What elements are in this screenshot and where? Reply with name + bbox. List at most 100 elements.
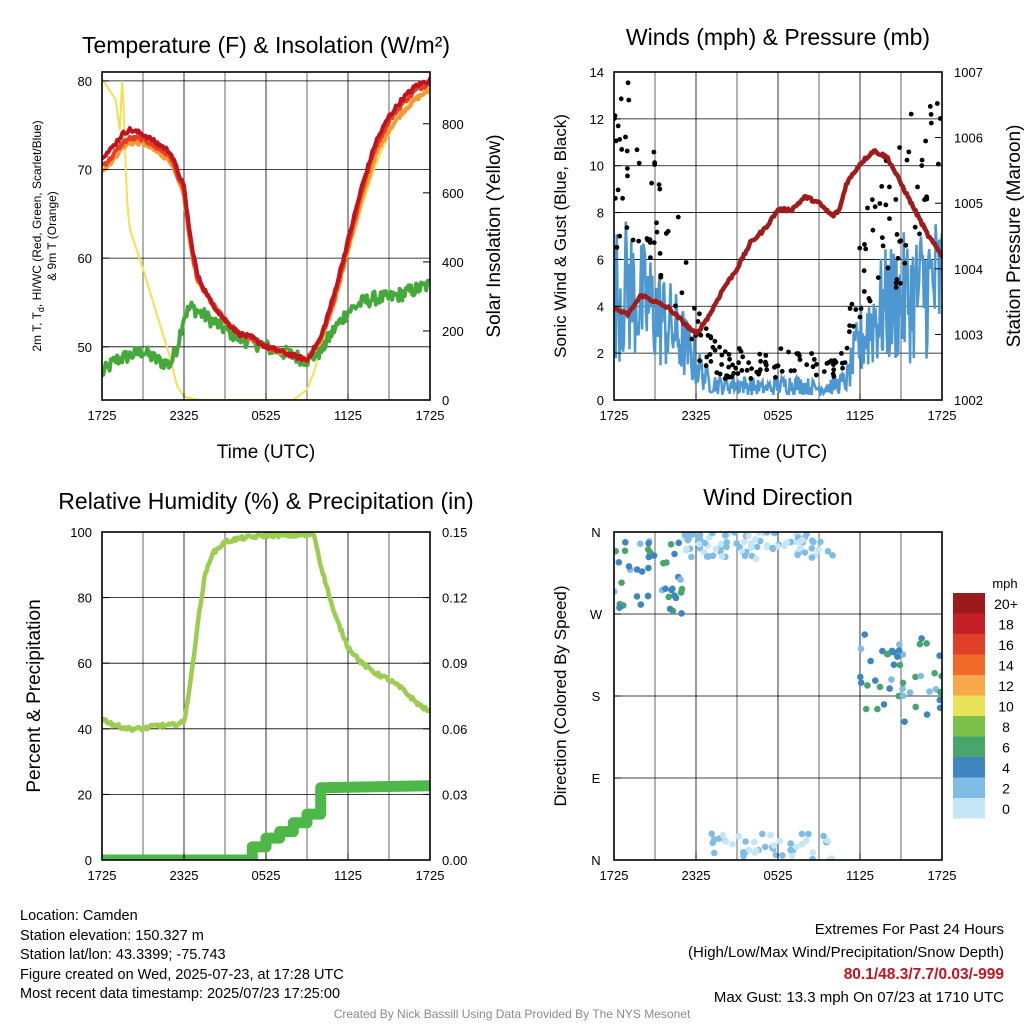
direction-point xyxy=(718,553,726,560)
gust-point xyxy=(636,160,642,166)
colorbar-label: 10 xyxy=(998,699,1014,715)
speed-colorbar: mph 20+ 18 16 14 12 10 8 6 4 2 0 xyxy=(953,576,1018,819)
direction-point xyxy=(750,838,758,846)
colorbar-label: 20+ xyxy=(994,596,1018,612)
direction-point xyxy=(857,679,865,686)
gust-point xyxy=(649,180,654,186)
gust-point xyxy=(894,232,900,237)
direction-point xyxy=(745,532,752,540)
gust-point xyxy=(614,245,620,250)
direction-tick-label: S xyxy=(592,689,601,704)
direction-point xyxy=(936,696,942,704)
colorbar-swatch xyxy=(953,654,985,675)
gust-point xyxy=(928,112,934,117)
colorbar-swatch xyxy=(953,736,985,757)
rh-y-label: Percent & Precipitation xyxy=(24,599,45,792)
colorbar-label: 6 xyxy=(1002,740,1010,756)
y-tick-label: 4 xyxy=(597,299,604,314)
gust-point xyxy=(844,345,850,351)
direction-point xyxy=(824,548,832,555)
gust-point xyxy=(893,285,899,290)
temp-y2-label: Solar Insolation (Yellow) xyxy=(484,134,505,337)
direction-point xyxy=(880,701,888,708)
gust-point xyxy=(858,306,864,311)
x-tick-label: 1725 xyxy=(88,868,117,883)
gust-point xyxy=(851,323,856,329)
gust-point xyxy=(862,242,867,247)
x-tick-label: 1725 xyxy=(416,408,445,423)
gust-point xyxy=(879,235,885,241)
gust-point xyxy=(840,365,845,371)
direction-point xyxy=(824,837,831,844)
gust-point xyxy=(738,349,744,354)
direction-point xyxy=(916,640,924,648)
direction-point xyxy=(709,532,716,537)
gust-point xyxy=(630,237,636,243)
direction-point xyxy=(717,540,725,548)
gust-point xyxy=(772,364,777,370)
direction-point xyxy=(779,852,786,859)
rh-panel-title: Relative Humidity (%) & Precipitation (i… xyxy=(58,488,473,514)
gust-point xyxy=(749,366,754,371)
direction-point xyxy=(637,540,644,548)
colorbar-label: 12 xyxy=(998,678,1014,694)
y-tick-label: 50 xyxy=(78,340,92,355)
direction-point xyxy=(861,631,868,638)
gust-point xyxy=(730,362,735,368)
gust-point xyxy=(708,334,713,339)
y-tick-label: 60 xyxy=(78,251,92,266)
gust-point xyxy=(634,147,640,153)
direction-point xyxy=(723,543,730,551)
direction-point xyxy=(644,592,652,600)
gust-point xyxy=(744,367,750,373)
y2-tick-label: 400 xyxy=(442,255,464,270)
data-layer xyxy=(102,76,942,860)
direction-point xyxy=(931,669,938,677)
direction-point xyxy=(622,539,629,546)
gust-point xyxy=(727,356,732,362)
direction-point xyxy=(638,568,646,575)
direction-point xyxy=(633,566,641,573)
direction-point xyxy=(660,559,667,567)
gust-point xyxy=(652,162,658,167)
x-tick-label: 1125 xyxy=(334,868,362,883)
direction-tick-label: N xyxy=(591,853,600,868)
x-tick-label: 2325 xyxy=(682,868,711,883)
wind-y-label: Sonic Wind & Gust (Blue, Black) xyxy=(551,114,570,358)
direction-point xyxy=(752,536,759,543)
gust-point xyxy=(847,329,852,335)
colorbar-label: 4 xyxy=(1002,760,1010,776)
gust-point xyxy=(719,352,725,358)
direction-point xyxy=(688,553,695,561)
direction-point xyxy=(645,553,653,561)
direction-point xyxy=(683,545,690,553)
gust-point xyxy=(719,362,724,367)
gust-point xyxy=(797,357,803,363)
direction-point xyxy=(722,838,730,845)
gust-point xyxy=(797,353,802,359)
x-tick-label: 2325 xyxy=(170,868,199,883)
direction-point xyxy=(874,705,881,713)
direction-point xyxy=(803,837,810,844)
direction-point xyxy=(740,852,747,860)
direction-point xyxy=(741,538,748,546)
y-tick-label: 2 xyxy=(597,346,604,361)
gust-point xyxy=(863,246,869,252)
direction-point xyxy=(769,544,776,552)
y2-tick-label: 200 xyxy=(442,324,464,339)
gust-point xyxy=(703,326,709,331)
gust-point xyxy=(919,157,925,163)
gust-point xyxy=(626,97,632,103)
gust-point xyxy=(692,305,697,311)
x-tick-label: 1725 xyxy=(928,868,957,883)
colorbar-label: 8 xyxy=(1002,719,1010,735)
series-2m-t-line xyxy=(102,76,430,363)
x-tick-label: 1725 xyxy=(88,408,117,423)
direction-point xyxy=(798,841,806,848)
direction-point xyxy=(794,551,801,559)
y-tick-label: 6 xyxy=(597,252,604,267)
direction-point xyxy=(745,846,753,854)
direction-point xyxy=(879,647,886,655)
direction-point xyxy=(825,856,833,860)
